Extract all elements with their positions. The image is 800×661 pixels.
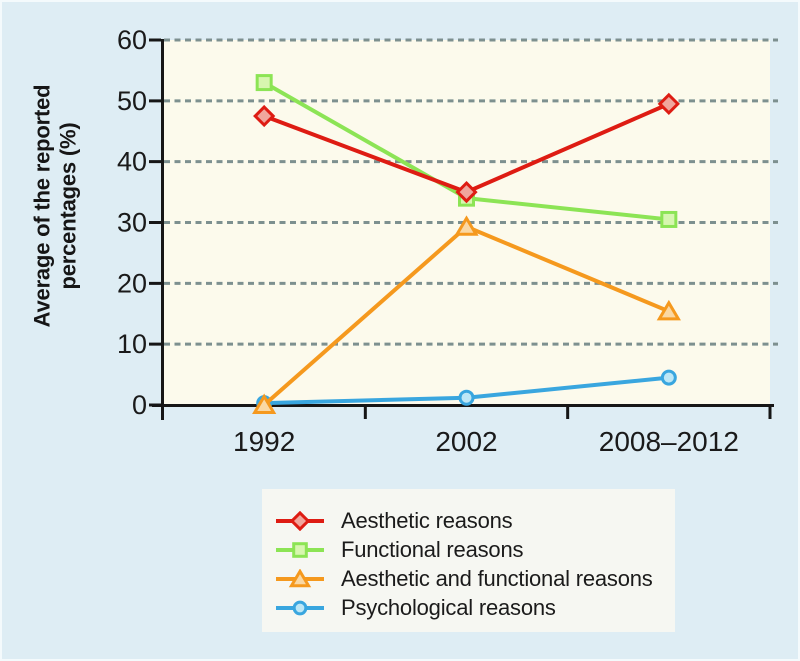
legend-circle-swatch — [276, 600, 324, 615]
x-tick-label-2002: 2002 — [435, 426, 497, 457]
legend-diamond-swatch — [276, 510, 324, 531]
y-tick-label-50: 50 — [117, 86, 147, 116]
legend-label: Aesthetic reasons — [341, 507, 513, 533]
legend-label: Psychological reasons — [341, 594, 556, 620]
y-tick-label-0: 0 — [132, 390, 147, 420]
legend-item-aesthetic-and-functional-reasons: Aesthetic and functional reasons — [274, 564, 675, 593]
diamond-marker — [253, 104, 276, 128]
legend-item-functional-reasons: Functional reasons — [274, 535, 675, 564]
y-tick-label-10: 10 — [117, 329, 147, 359]
diamond-marker — [657, 92, 680, 115]
y-axis-title-line2: percentages (%) — [56, 122, 81, 290]
triangle-marker — [288, 568, 312, 587]
square-marker — [255, 74, 273, 92]
diamond-marker — [455, 180, 478, 204]
square-marker — [292, 541, 308, 558]
legend-item-aesthetic-reasons: Aesthetic reasons — [274, 506, 675, 535]
series-aesthetic-and-functional-reasons — [252, 215, 681, 414]
triangle-marker — [252, 393, 277, 414]
y-axis-title-line1: Average of the reported — [29, 84, 55, 328]
x-tick-label-1992: 1992 — [233, 426, 295, 457]
triangle-marker — [656, 299, 681, 321]
y-tick-label-20: 20 — [117, 268, 147, 298]
legend: Aesthetic reasons Functional reasons Aesth… — [262, 489, 675, 632]
y-axis-title: Average of the reported percentages (%) — [30, 85, 83, 328]
legend-square-swatch — [276, 541, 324, 558]
y-tick-label-40: 40 — [117, 147, 147, 177]
legend-triangle-swatch — [276, 568, 324, 587]
diamond-marker — [289, 510, 311, 531]
triangle-marker — [454, 215, 479, 236]
square-marker — [660, 210, 678, 228]
legend-label: Aesthetic and functional reasons — [341, 565, 653, 591]
circle-marker — [292, 600, 308, 615]
legend-label: Functional reasons — [341, 536, 524, 562]
circle-marker — [660, 369, 677, 386]
y-tick-label-60: 60 — [117, 25, 147, 55]
legend-item-psychological-reasons: Psychological reasons — [274, 593, 675, 622]
axes — [149, 38, 774, 420]
y-tick-label-30: 30 — [117, 208, 147, 238]
series-aesthetic-reasons — [253, 92, 680, 204]
x-tick-label-2008-2012: 2008–2012 — [599, 426, 739, 457]
circle-marker — [458, 389, 475, 406]
